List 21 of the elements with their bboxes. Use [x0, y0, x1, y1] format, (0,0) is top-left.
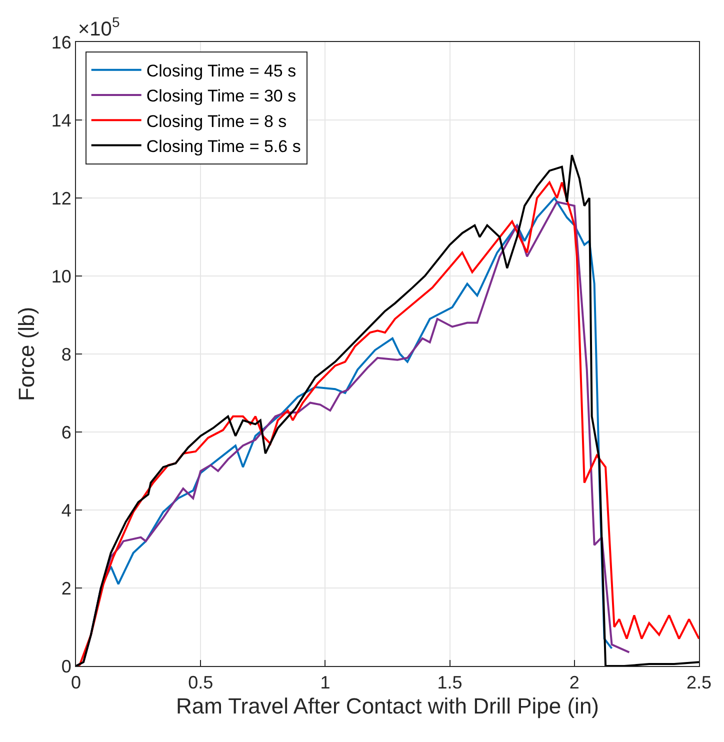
- legend-label: Closing Time = 5.6 s: [146, 136, 301, 156]
- x-tick-label: 2.5: [686, 672, 712, 693]
- y-tick-label: 6: [61, 422, 72, 442]
- y-tick-label: 2: [61, 578, 72, 598]
- y-tick-label: 0: [61, 656, 72, 676]
- x-tick-label: 1: [320, 672, 330, 693]
- y-tick-label: 4: [61, 500, 72, 520]
- y-axis-title: Force (lb): [14, 306, 40, 402]
- y-tick-label: 12: [51, 188, 72, 208]
- y-tick-label: 8: [61, 344, 72, 364]
- legend-label: Closing Time = 45 s: [146, 62, 296, 81]
- legend-label: Closing Time = 8 s: [146, 112, 287, 131]
- x-tick-label: 0.5: [188, 672, 214, 693]
- y-tick-label: 14: [51, 110, 72, 130]
- x-axis-title: Ram Travel After Contact with Drill Pipe (in): [176, 694, 600, 718]
- y-tick-label: 10: [51, 266, 72, 286]
- legend-label: Closing Time = 30 s: [146, 86, 296, 106]
- x-tick-label: 1.5: [437, 672, 462, 693]
- y-tick-label: 16: [51, 32, 72, 52]
- text: ×10$^{5}$: [78, 14, 120, 40]
- x-tick-label: 2: [569, 672, 580, 693]
